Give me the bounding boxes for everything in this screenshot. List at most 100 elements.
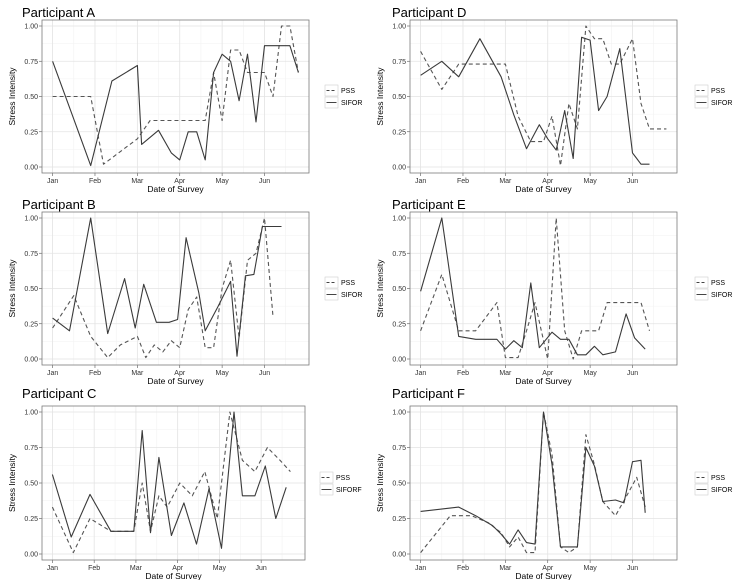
x-tick-label: Jan (47, 178, 58, 185)
y-tick-label: 0.00 (392, 552, 406, 559)
legend-label: PSS (711, 475, 725, 482)
x-tick-label: May (216, 178, 230, 185)
x-tick-label: Feb (89, 178, 101, 185)
chart-panel-3: Participant B 0.00 0.25 0.50 0.75 1.00 Jan Feb M… (7, 197, 362, 386)
y-tick-label: 0.50 (392, 481, 406, 488)
x-axis-label: Date of Survey (515, 376, 572, 386)
x-tick-label: Mar (499, 178, 512, 185)
panel-title: Participant C (22, 386, 96, 401)
series-line-sifor (420, 411, 646, 548)
y-tick-label: 0.50 (24, 286, 38, 293)
x-tick-label: Apr (542, 565, 554, 572)
plot-border (41, 19, 310, 174)
x-tick-label: Jun (627, 178, 638, 185)
legend-label: PSS (341, 280, 355, 287)
panel-title: Participant D (392, 5, 466, 20)
panel-title: Participant E (392, 197, 466, 212)
x-tick-label: Mar (131, 178, 144, 185)
x-tick-label: Apr (174, 178, 186, 185)
plot-border (409, 405, 678, 561)
x-tick-label: May (584, 565, 598, 572)
series-line-pss (52, 217, 274, 359)
chart-panel-1: Participant A 0.00 0.25 0.50 0.75 1.00 Jan Feb M… (7, 5, 362, 194)
legend-label: SIFOR (711, 487, 732, 494)
y-tick-label: 0.75 (392, 59, 406, 66)
x-tick-label: Mar (499, 370, 512, 377)
y-tick-label: 0.25 (392, 516, 406, 523)
y-tick-label: 0.50 (24, 94, 38, 101)
y-tick-label: 1.00 (24, 24, 38, 31)
x-tick-label: May (584, 178, 598, 185)
series-line-sifor (52, 45, 299, 167)
chart-panel-4: Participant E 0.00 0.25 0.50 0.75 1.00 Jan Feb M… (375, 197, 732, 386)
y-tick-label: 0.25 (392, 321, 406, 328)
panel-title: Participant F (392, 386, 465, 401)
x-tick-label: Feb (457, 565, 469, 572)
y-tick-label: 0.75 (24, 251, 38, 258)
x-tick-label: Feb (457, 178, 469, 185)
y-tick-label: 1.00 (392, 216, 406, 223)
y-tick-label: 1.00 (392, 24, 406, 31)
legend-label: SIFOR (341, 100, 362, 107)
y-tick-label: 0.75 (24, 445, 38, 452)
y-axis-label: Stress Intensity (375, 453, 385, 512)
x-axis-label: Date of Survey (147, 184, 204, 194)
series-line-pss (420, 217, 651, 360)
x-tick-label: Jan (47, 370, 58, 377)
y-tick-label: 0.75 (24, 59, 38, 66)
legend: PSS SIFOR (694, 276, 732, 301)
plot-border (409, 211, 678, 366)
legend-label: PSS (336, 475, 350, 482)
legend-label: SIFORF (336, 487, 362, 494)
x-tick-label: Apr (542, 370, 554, 377)
y-axis-label: Stress Intensity (7, 67, 17, 126)
y-tick-label: 1.00 (392, 410, 406, 417)
y-tick-label: 0.25 (24, 516, 38, 523)
legend: PSS SIFOR (324, 276, 362, 301)
panel-title: Participant B (22, 197, 96, 212)
y-axis-label: Stress Intensity (7, 453, 17, 512)
y-axis-label: Stress Intensity (375, 67, 385, 126)
x-tick-label: Jun (259, 370, 270, 377)
plot-border (409, 19, 678, 174)
chart-panel-5: Participant C 0.00 0.25 0.50 0.75 1.00 Jan Feb M… (7, 386, 362, 581)
x-tick-label: Apr (174, 370, 186, 377)
series-line-sifor (420, 36, 650, 165)
y-tick-label: 0.50 (392, 94, 406, 101)
x-tick-label: Feb (89, 370, 101, 377)
legend: PSS SIFORF (319, 471, 362, 496)
x-tick-label: May (213, 565, 227, 572)
legend-label: SIFOR (711, 100, 732, 107)
legend: PSS SIFOR (694, 84, 732, 109)
x-tick-label: May (216, 370, 230, 377)
legend: PSS SIFOR (694, 471, 732, 496)
x-tick-label: Apr (172, 565, 184, 572)
y-axis-label: Stress Intensity (375, 259, 385, 318)
x-tick-label: Mar (130, 565, 143, 572)
series-line-sifor (420, 217, 646, 356)
y-tick-label: 1.00 (24, 410, 38, 417)
x-tick-label: Jan (47, 565, 58, 572)
y-tick-label: 0.25 (392, 129, 406, 136)
y-tick-label: 0.00 (392, 357, 406, 364)
y-tick-label: 0.25 (24, 129, 38, 136)
x-tick-label: Jan (415, 178, 426, 185)
series-line-pss (51, 411, 291, 554)
series-line-pss (420, 25, 667, 167)
x-tick-label: Apr (542, 178, 554, 185)
series-line-pss (52, 25, 299, 165)
y-tick-label: 0.00 (24, 165, 38, 172)
plot-border (41, 211, 310, 366)
x-axis-label: Date of Survey (515, 184, 572, 194)
y-tick-label: 0.75 (392, 445, 406, 452)
x-tick-label: Jan (415, 565, 426, 572)
y-tick-label: 0.00 (24, 357, 38, 364)
legend-label: PSS (341, 88, 355, 95)
x-tick-label: Jun (256, 565, 267, 572)
y-tick-label: 0.50 (392, 286, 406, 293)
legend-label: PSS (711, 88, 725, 95)
legend: PSS SIFOR (324, 84, 362, 109)
y-tick-label: 0.00 (24, 552, 38, 559)
y-tick-label: 0.75 (392, 251, 406, 258)
